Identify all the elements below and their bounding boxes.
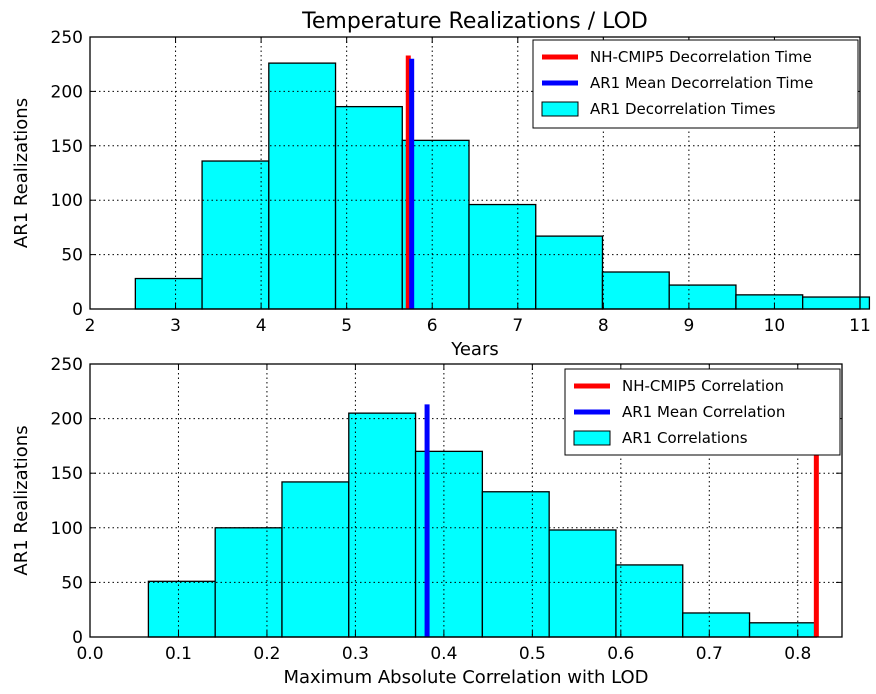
x-axis-label: Years bbox=[450, 339, 499, 360]
x-tick-label: 0.8 bbox=[784, 644, 811, 664]
histogram-bar bbox=[601, 271, 670, 310]
legend-label: AR1 Mean Correlation bbox=[622, 403, 785, 421]
legend-swatch-patch bbox=[573, 430, 611, 446]
histogram-bar bbox=[735, 294, 804, 310]
y-tick-label: 100 bbox=[51, 191, 83, 211]
x-tick-label: 6 bbox=[427, 316, 438, 336]
legend-label: AR1 Mean Decorrelation Time bbox=[590, 74, 813, 92]
x-tick-label: 7 bbox=[512, 316, 523, 336]
histogram-bar bbox=[348, 412, 417, 638]
legend: NH-CMIP5 Correlation AR1 Mean Correlation… bbox=[564, 368, 841, 456]
x-tick-label: 2 bbox=[85, 316, 96, 336]
x-tick-label: 5 bbox=[341, 316, 352, 336]
legend-box bbox=[564, 368, 841, 456]
y-axis-label: AR1 Realizations bbox=[11, 425, 32, 575]
y-tick-label: 250 bbox=[51, 28, 83, 48]
x-tick-label: 10 bbox=[764, 316, 786, 336]
y-tick-label: 150 bbox=[51, 137, 83, 157]
x-tick-label: 3 bbox=[170, 316, 181, 336]
x-tick-label: 0.0 bbox=[76, 644, 103, 664]
histogram-bar bbox=[201, 160, 270, 310]
y-axis-label: AR1 Realizations bbox=[11, 98, 32, 248]
y-tick-label: 250 bbox=[51, 355, 83, 375]
ticks: 0.0 0.1 0.2 0.3 0.4 0.5 0.6 0.7 0.8 0 50 100 150 200 2… bbox=[51, 355, 842, 664]
histogram-bar bbox=[548, 529, 617, 638]
histogram-bar bbox=[334, 105, 403, 310]
histogram-bar bbox=[468, 203, 537, 310]
legend-label: NH-CMIP5 Decorrelation Time bbox=[590, 48, 812, 66]
histogram-bar bbox=[748, 622, 817, 638]
y-tick-label: 200 bbox=[51, 82, 83, 102]
x-tick-label: 11 bbox=[849, 316, 871, 336]
y-tick-label: 0 bbox=[72, 628, 83, 648]
chart-correlation: 0.0 0.1 0.2 0.3 0.4 0.5 0.6 0.7 0.8 0 50 100 150 200 2… bbox=[11, 355, 843, 688]
y-tick-label: 200 bbox=[51, 410, 83, 430]
chart-decorrelation-time: 2 3 4 5 6 7 8 9 10 11 0 50 100 150 200 250 Temperature R… bbox=[11, 9, 871, 360]
legend-label: NH-CMIP5 Correlation bbox=[622, 377, 784, 395]
x-tick-label: 0.6 bbox=[607, 644, 634, 664]
y-tick-label: 0 bbox=[72, 300, 83, 320]
histogram-bar bbox=[147, 580, 216, 638]
x-tick-label: 0.7 bbox=[696, 644, 723, 664]
ticks: 2 3 4 5 6 7 8 9 10 11 0 50 100 150 200 250 bbox=[51, 28, 871, 336]
histogram-bar bbox=[535, 235, 604, 310]
x-tick-label: 9 bbox=[683, 316, 694, 336]
histogram-bar bbox=[268, 62, 337, 310]
y-tick-label: 50 bbox=[61, 573, 83, 593]
axes-frame bbox=[89, 363, 843, 638]
histogram-bar bbox=[481, 491, 550, 638]
x-tick-label: 0.4 bbox=[430, 644, 457, 664]
histogram-bar bbox=[281, 481, 350, 638]
y-tick-label: 100 bbox=[51, 519, 83, 539]
axes-frame bbox=[89, 36, 861, 310]
y-tick-label: 150 bbox=[51, 464, 83, 484]
histogram-bar bbox=[682, 612, 751, 638]
x-axis-label: Maximum Absolute Correlation with LOD bbox=[283, 667, 648, 688]
histogram-bar bbox=[615, 564, 684, 638]
x-tick-label: 8 bbox=[598, 316, 609, 336]
legend-label: AR1 Correlations bbox=[622, 429, 748, 447]
histogram-bar bbox=[668, 284, 737, 310]
legend: NH-CMIP5 Decorrelation Time AR1 Mean Deco… bbox=[532, 39, 859, 129]
y-tick-label: 50 bbox=[61, 246, 83, 266]
x-tick-label: 0.3 bbox=[342, 644, 369, 664]
x-tick-label: 0.5 bbox=[519, 644, 546, 664]
legend-swatch-patch bbox=[541, 101, 579, 117]
x-tick-label: 0.1 bbox=[165, 644, 192, 664]
legend-box bbox=[532, 39, 859, 129]
histogram-bar bbox=[134, 277, 203, 310]
chart-title: Temperature Realizations / LOD bbox=[301, 9, 648, 34]
histogram-bars bbox=[147, 412, 817, 638]
histogram-bars bbox=[134, 62, 871, 310]
x-tick-label: 4 bbox=[256, 316, 267, 336]
legend-label: AR1 Decorrelation Times bbox=[590, 100, 776, 118]
x-tick-label: 0.2 bbox=[253, 644, 280, 664]
